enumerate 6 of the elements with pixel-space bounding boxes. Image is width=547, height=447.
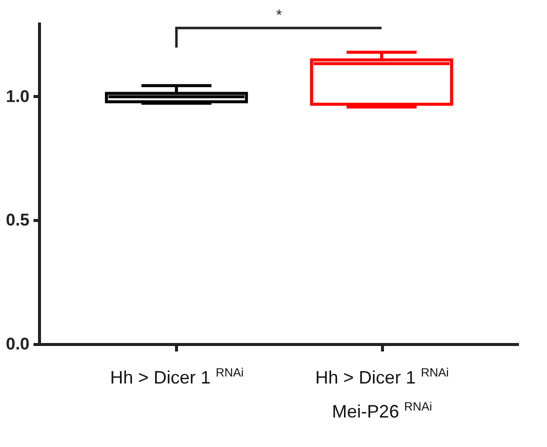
y-tick-label: 0.0 [6,334,30,354]
category-label: Hh > Dicer 1 $^{RNAi}$ Mei-P26 $^{RNAi}$ [315,366,449,422]
y-tick-label: 0.5 [6,210,30,230]
annotation: * [276,7,282,24]
y-tick-label: 1.0 [6,86,30,106]
x-tick-label: Hh > Dicer 1 $^{RNAi}$ [110,366,244,388]
